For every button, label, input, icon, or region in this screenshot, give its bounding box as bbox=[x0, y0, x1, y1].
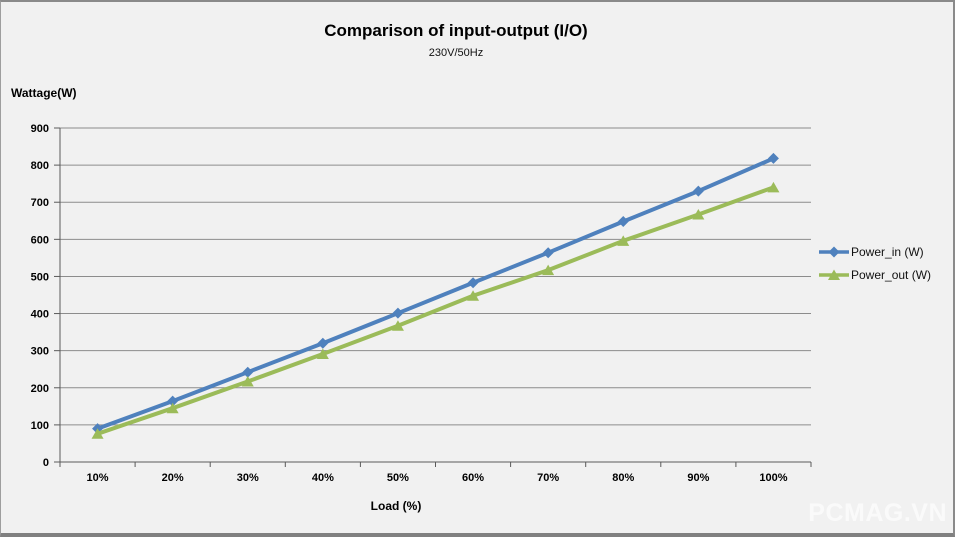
svg-text:70%: 70% bbox=[537, 472, 559, 484]
svg-text:300: 300 bbox=[31, 346, 49, 358]
legend-item-power-in: Power_in (W) bbox=[819, 245, 931, 259]
svg-text:200: 200 bbox=[31, 383, 49, 395]
axes: 0 100 200 300 400 500 600 700 800 900 10% 20% 30% 40%… bbox=[31, 123, 812, 484]
power-in-line-diamond-icon bbox=[819, 246, 849, 258]
chart-title: Comparison of input-output (I/O) bbox=[324, 21, 588, 40]
legend-item-power-out: Power_out (W) bbox=[819, 268, 931, 282]
legend-label-power-in: Power_in (W) bbox=[851, 245, 924, 259]
svg-text:100: 100 bbox=[31, 420, 49, 432]
svg-text:800: 800 bbox=[31, 160, 49, 172]
svg-text:20%: 20% bbox=[162, 472, 184, 484]
svg-text:50%: 50% bbox=[387, 472, 409, 484]
svg-text:40%: 40% bbox=[312, 472, 334, 484]
legend: Power_in (W) Power_out (W) bbox=[819, 245, 931, 282]
svg-text:60%: 60% bbox=[462, 472, 484, 484]
svg-text:30%: 30% bbox=[237, 472, 259, 484]
svg-text:400: 400 bbox=[31, 309, 49, 321]
legend-label-power-out: Power_out (W) bbox=[851, 268, 932, 282]
chart-subtitle: 230V/50Hz bbox=[428, 47, 484, 59]
svg-text:500: 500 bbox=[31, 271, 49, 283]
svg-text:10%: 10% bbox=[87, 472, 109, 484]
power-out-line-triangle-icon bbox=[819, 269, 849, 280]
pcmag-watermark: PCMAG.VN bbox=[808, 499, 947, 527]
svg-text:900: 900 bbox=[31, 123, 49, 135]
x-axis-title: Load (%) bbox=[370, 499, 422, 513]
svg-text:0: 0 bbox=[43, 457, 49, 469]
svg-text:90%: 90% bbox=[687, 472, 709, 484]
series-0 bbox=[92, 152, 779, 435]
series-1 bbox=[91, 181, 780, 439]
svg-text:100%: 100% bbox=[759, 472, 787, 484]
gridlines bbox=[60, 127, 811, 426]
y-axis-title: Wattage(W) bbox=[11, 86, 77, 100]
svg-text:80%: 80% bbox=[612, 472, 634, 484]
svg-text:600: 600 bbox=[31, 234, 49, 246]
svg-text:700: 700 bbox=[31, 197, 49, 209]
